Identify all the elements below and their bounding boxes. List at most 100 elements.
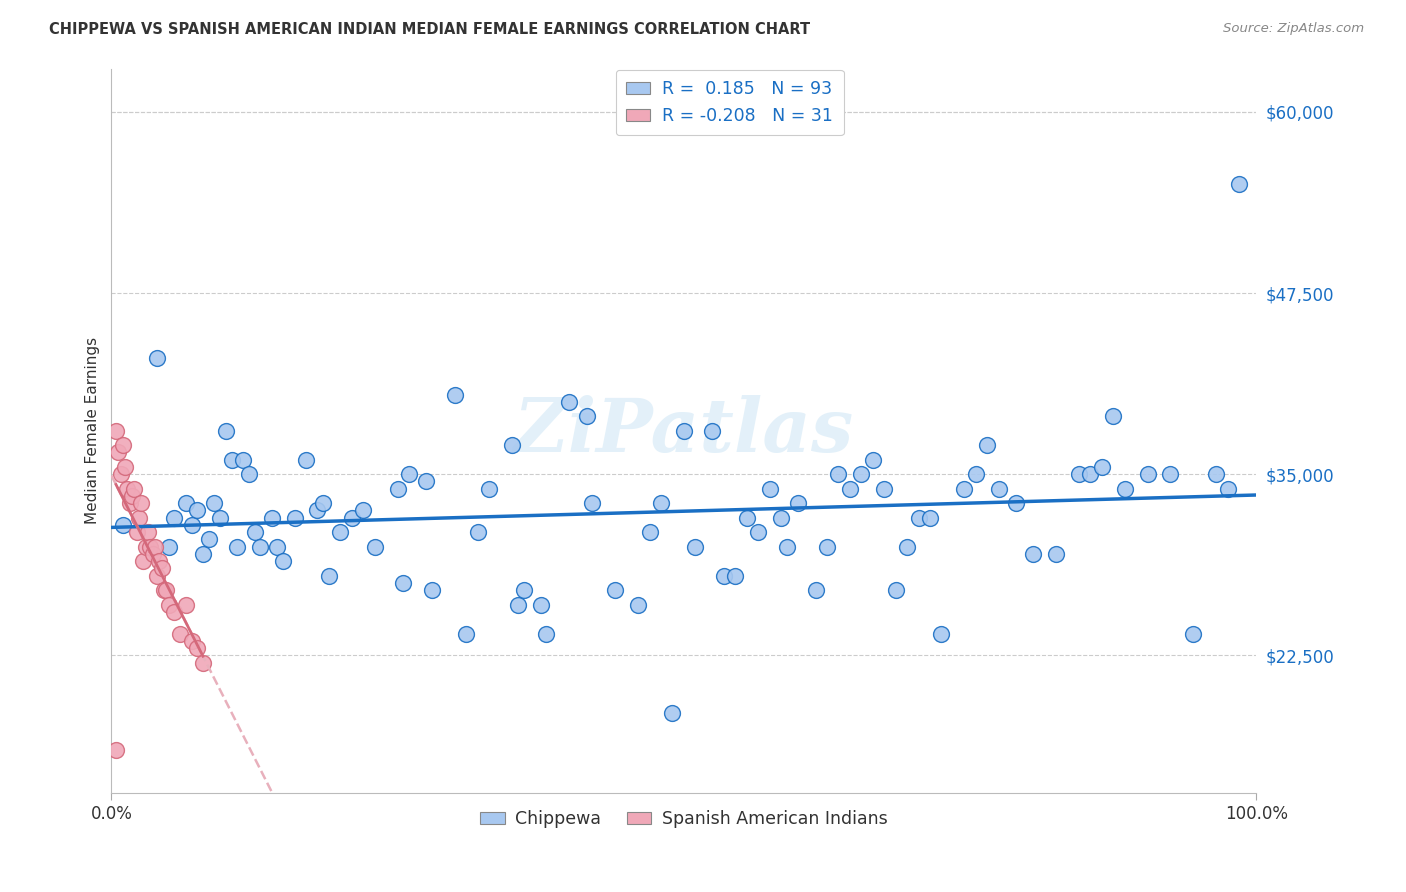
Point [506, 598, 529, 612]
Point [1067, 467, 1090, 482]
Point [862, 452, 884, 467]
Point [918, 510, 941, 524]
Point [243, 525, 266, 540]
Point [1005, 496, 1028, 510]
Point [352, 503, 374, 517]
Point [661, 706, 683, 721]
Point [415, 475, 437, 489]
Point [907, 510, 929, 524]
Point [226, 540, 249, 554]
Point [146, 568, 169, 582]
Point [672, 424, 695, 438]
Point [896, 540, 918, 554]
Point [987, 482, 1010, 496]
Point [260, 510, 283, 524]
Point [420, 583, 443, 598]
Point [118, 496, 141, 510]
Point [238, 467, 260, 482]
Point [638, 525, 661, 540]
Point [136, 525, 159, 540]
Point [838, 482, 860, 496]
Point [146, 351, 169, 366]
Point [558, 394, 581, 409]
Point [1022, 547, 1045, 561]
Point [271, 554, 294, 568]
Point [148, 554, 170, 568]
Point [107, 445, 129, 459]
Point [249, 540, 271, 554]
Point [530, 598, 553, 612]
Point [398, 467, 420, 482]
Point [204, 496, 226, 510]
Point [1091, 460, 1114, 475]
Point [221, 452, 243, 467]
Text: ZiPatlas: ZiPatlas [513, 394, 853, 467]
Point [340, 510, 363, 524]
Point [157, 598, 180, 612]
Point [392, 575, 415, 590]
Text: CHIPPEWA VS SPANISH AMERICAN INDIAN MEDIAN FEMALE EARNINGS CORRELATION CHART: CHIPPEWA VS SPANISH AMERICAN INDIAN MEDI… [49, 22, 810, 37]
Point [153, 583, 176, 598]
Point [266, 540, 288, 554]
Point [186, 641, 208, 656]
Point [965, 467, 987, 482]
Point [129, 496, 152, 510]
Point [1205, 467, 1227, 482]
Point [155, 583, 177, 598]
Point [284, 510, 307, 524]
Point [758, 482, 780, 496]
Point [114, 460, 136, 475]
Point [143, 540, 166, 554]
Point [142, 547, 165, 561]
Point [536, 626, 558, 640]
Point [104, 424, 127, 438]
Point [186, 503, 208, 517]
Point [456, 626, 478, 640]
Point [1227, 178, 1250, 192]
Point [444, 387, 467, 401]
Point [215, 424, 238, 438]
Point [124, 482, 146, 496]
Point [1216, 482, 1239, 496]
Point [174, 496, 197, 510]
Point [650, 496, 672, 510]
Point [329, 525, 352, 540]
Point [209, 510, 232, 524]
Point [104, 742, 127, 756]
Point [307, 503, 329, 517]
Point [702, 424, 724, 438]
Point [117, 482, 139, 496]
Point [501, 438, 523, 452]
Point [776, 540, 799, 554]
Point [851, 467, 873, 482]
Point [163, 510, 186, 524]
Legend: Chippewa, Spanish American Indians: Chippewa, Spanish American Indians [474, 803, 894, 835]
Point [125, 525, 148, 540]
Point [364, 540, 387, 554]
Point [1182, 626, 1205, 640]
Point [815, 540, 838, 554]
Point [318, 568, 340, 582]
Point [1078, 467, 1101, 482]
Point [163, 605, 186, 619]
Point [191, 547, 214, 561]
Point [627, 598, 650, 612]
Point [1102, 409, 1125, 424]
Point [1114, 482, 1136, 496]
Point [713, 568, 735, 582]
Point [110, 467, 132, 482]
Point [121, 489, 143, 503]
Point [884, 583, 907, 598]
Point [111, 518, 134, 533]
Y-axis label: Median Female Earnings: Median Female Earnings [86, 337, 100, 524]
Point [111, 438, 134, 452]
Point [976, 438, 998, 452]
Point [191, 656, 214, 670]
Point [685, 540, 707, 554]
Point [1045, 547, 1067, 561]
Point [174, 598, 197, 612]
Point [605, 583, 627, 598]
Point [197, 533, 219, 547]
Point [724, 568, 747, 582]
Point [804, 583, 827, 598]
